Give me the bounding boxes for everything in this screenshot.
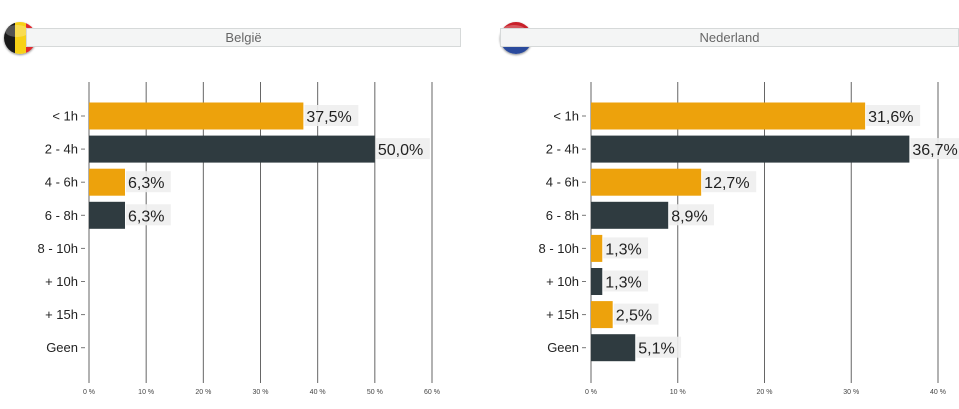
- category-label: 4 - 6h: [546, 175, 579, 190]
- category-label: Geen: [547, 340, 579, 355]
- data-label: 8,9%: [671, 208, 707, 225]
- data-label-bg: [910, 138, 959, 160]
- bar: [89, 102, 304, 130]
- bar: [591, 135, 910, 163]
- bar: [89, 168, 126, 196]
- category-label: 8 - 10h: [38, 241, 78, 256]
- data-label: 5,1%: [638, 341, 674, 358]
- x-tick-label: 0 %: [83, 389, 95, 396]
- data-label: 1,3%: [605, 241, 641, 258]
- data-label-bg: [613, 303, 659, 325]
- bar: [591, 334, 636, 362]
- category-label: < 1h: [52, 109, 78, 124]
- bar: [591, 201, 669, 229]
- category-label: + 10h: [45, 274, 78, 289]
- bar-chart-nederland: 0 % 10 % 20 % 30 % 40 % < 1h 31,6% 2 - 4h 36,7% 4…: [539, 82, 959, 396]
- x-tick-label: 10 %: [138, 389, 154, 396]
- data-label: 6,3%: [128, 208, 164, 225]
- x-tick-label: 30 %: [253, 389, 269, 396]
- data-label-bg: [126, 171, 171, 193]
- data-label: 36,7%: [912, 142, 957, 159]
- category-label: 2 - 4h: [546, 142, 579, 157]
- bar: [591, 301, 613, 329]
- category-label: Geen: [46, 340, 78, 355]
- chart-panel-belgie: België 0 % 10 % 20 % 30 % 40 % 50 % 60 % < 1h 37…: [0, 0, 470, 409]
- bar: [591, 168, 702, 196]
- category-label: + 10h: [546, 274, 579, 289]
- x-tick-label: 30 %: [843, 389, 859, 396]
- bar: [591, 268, 603, 295]
- bar-chart-belgie: 0 % 10 % 20 % 30 % 40 % 50 % 60 % < 1h 37,5% 2 - …: [38, 82, 440, 396]
- data-label: 1,3%: [605, 275, 641, 292]
- data-label-bg: [126, 204, 171, 226]
- category-label: + 15h: [546, 307, 579, 322]
- data-label: 37,5%: [306, 109, 351, 126]
- data-label: 12,7%: [704, 175, 749, 192]
- category-label: 2 - 4h: [45, 142, 78, 157]
- bar: [89, 135, 375, 163]
- category-label: < 1h: [553, 109, 579, 124]
- chart-title: België: [26, 28, 461, 47]
- x-tick-label: 40 %: [310, 389, 326, 396]
- data-label-bg: [636, 336, 682, 358]
- category-label: 4 - 6h: [45, 175, 78, 190]
- data-label: 2,5%: [616, 308, 652, 325]
- x-tick-label: 40 %: [930, 389, 946, 396]
- x-tick-label: 0 %: [585, 389, 597, 396]
- chart-title: Nederland: [500, 28, 959, 47]
- data-label: 6,3%: [128, 175, 164, 192]
- data-label: 31,6%: [868, 109, 913, 126]
- x-tick-label: 50 %: [367, 389, 383, 396]
- category-label: + 15h: [45, 307, 78, 322]
- data-label-bg: [669, 204, 715, 226]
- data-label-bg: [375, 138, 430, 160]
- data-label: 50,0%: [378, 142, 423, 159]
- x-tick-label: 20 %: [757, 389, 773, 396]
- data-label-bg: [304, 105, 359, 126]
- data-label-bg: [603, 237, 649, 259]
- category-label: 6 - 8h: [546, 208, 579, 223]
- category-label: 8 - 10h: [539, 241, 579, 256]
- x-tick-label: 10 %: [670, 389, 686, 396]
- bar: [591, 234, 603, 262]
- category-label: 6 - 8h: [45, 208, 78, 223]
- x-tick-label: 60 %: [424, 389, 440, 396]
- x-tick-label: 20 %: [195, 389, 211, 396]
- chart-panel-nederland: Nederland 0 % 10 % 20 % 30 % 40 % < 1h 31,6% 2 …: [492, 0, 959, 409]
- bar: [591, 102, 866, 130]
- data-label-bg: [702, 171, 757, 193]
- bar: [89, 201, 126, 229]
- data-label-bg: [603, 270, 649, 292]
- data-label-bg: [866, 105, 921, 126]
